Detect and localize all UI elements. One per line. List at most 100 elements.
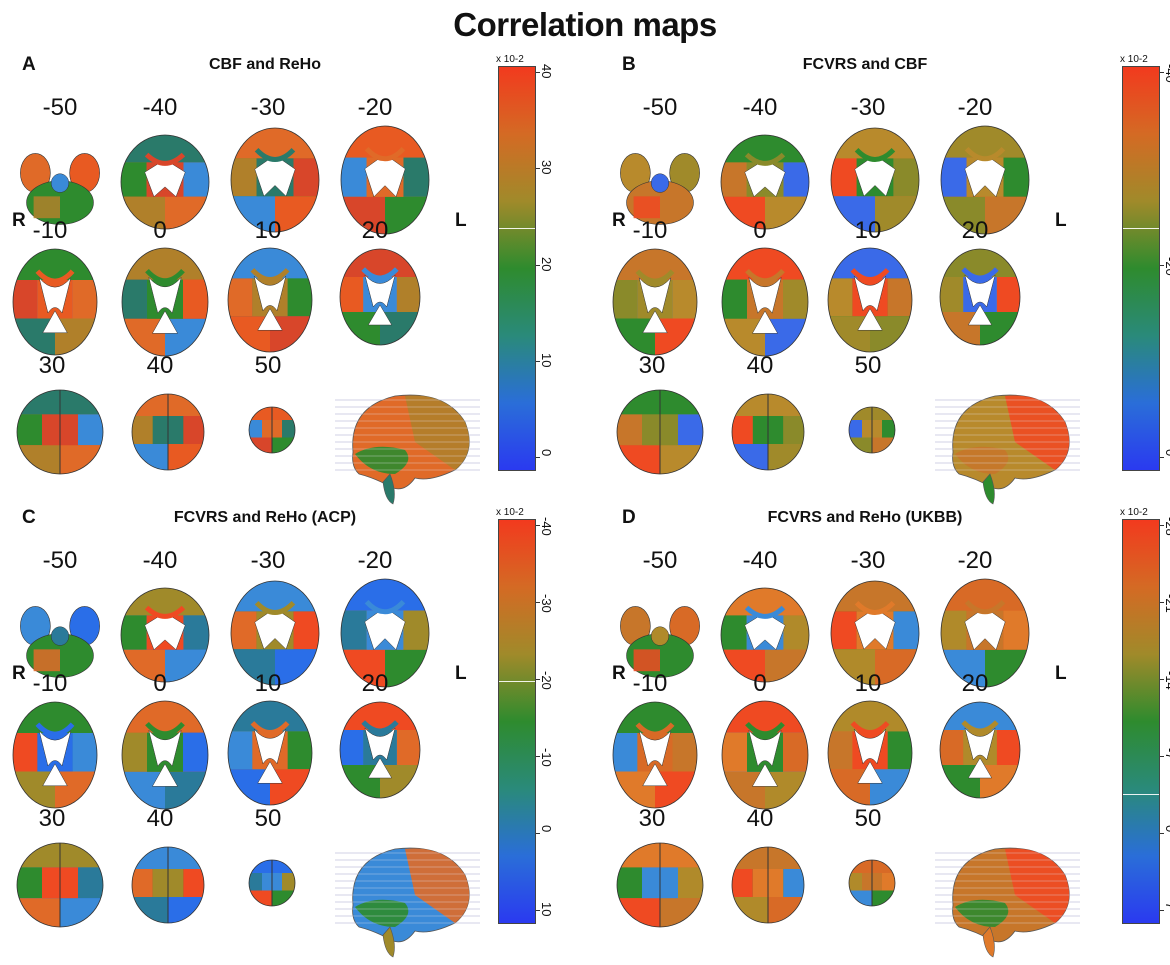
brain-region <box>13 280 38 319</box>
ventricle <box>38 730 72 767</box>
brain-region <box>183 615 209 650</box>
colorbar-tick-label: 40 <box>539 64 554 79</box>
white-matter-tract <box>250 268 290 282</box>
colorbar-tick-mark <box>536 264 540 266</box>
panel-d: D FCVRS and ReHo (UKBB) R L -50 -40 -30 -20 -10 0… <box>600 505 1170 965</box>
axial-brain-slice <box>339 701 421 799</box>
slice-coordinate-label: 20 <box>361 670 389 697</box>
brain-3d-region <box>955 446 1009 474</box>
brain-region <box>50 626 70 646</box>
panel-letter: C <box>22 507 36 528</box>
colorbar-tick-label: -7 <box>1163 748 1170 760</box>
brain-region <box>617 867 642 899</box>
brain-outline <box>12 248 98 356</box>
brain-region <box>783 416 804 444</box>
colorbar-tick-label: 30 <box>539 160 554 175</box>
axial-brain-slice <box>20 153 100 225</box>
midline <box>167 394 169 470</box>
ventricle <box>364 727 396 761</box>
brain-3d-region <box>355 446 409 474</box>
white-matter-tract <box>744 152 786 166</box>
brain-region <box>50 173 70 193</box>
ventricle <box>38 277 72 314</box>
colorbar-tick-label: 0 <box>1163 825 1170 832</box>
slice-coordinate-label: 0 <box>153 670 167 697</box>
brain-region <box>60 445 103 474</box>
brain-region <box>617 414 642 446</box>
brain-outline <box>227 700 313 806</box>
axial-brain-slice <box>940 125 1030 235</box>
midline <box>167 847 169 923</box>
brain-region <box>78 414 103 446</box>
colorbar-tick-mark <box>536 457 540 458</box>
axial-brain-slice <box>720 587 810 683</box>
brain-region <box>783 279 808 319</box>
ventricle <box>967 757 993 779</box>
slice-coordinate-label: 10 <box>254 670 282 697</box>
slice-coordinate-label: -20 <box>357 94 393 121</box>
brain-region <box>132 869 153 897</box>
axial-brain-slice <box>848 859 896 907</box>
brain-region <box>231 158 257 197</box>
brain-region <box>1003 157 1029 197</box>
slice-coordinate-label: -20 <box>957 94 993 121</box>
slice-coordinate-label: 30 <box>38 352 66 379</box>
brain-region <box>13 733 38 772</box>
white-matter-tract <box>144 605 186 619</box>
brain-region <box>732 416 753 444</box>
page-title: Correlation maps <box>453 6 717 43</box>
brain-region <box>403 610 429 650</box>
colorbar-tick-mark <box>536 756 540 757</box>
axial-brain-slice <box>230 580 320 686</box>
slice-coordinate-label: -30 <box>850 94 886 121</box>
brain-region <box>121 588 209 616</box>
brain-region <box>33 196 60 219</box>
colorbar <box>1122 519 1160 924</box>
slice-coordinate-label: -10 <box>632 670 668 697</box>
colorbar-tick-label: -14 <box>1163 671 1170 690</box>
brain-3d-render <box>935 394 1080 505</box>
white-matter-tract <box>364 146 406 162</box>
axial-brain-slice <box>612 248 698 356</box>
axial-brain-slice <box>620 606 700 678</box>
brain-region <box>13 702 97 733</box>
brain-outline <box>131 846 205 924</box>
colorbar <box>498 519 536 924</box>
colorbar-tick-mark <box>536 360 540 362</box>
axial-brain-slice <box>616 842 704 928</box>
midline <box>659 843 661 927</box>
slice-coordinate-label: 40 <box>146 805 174 832</box>
ventricle <box>151 763 179 787</box>
panel-title: FCVRS and ReHo (ACP) <box>173 509 357 526</box>
axial-brain-slice <box>720 134 810 230</box>
brain-region <box>132 416 153 444</box>
brain-region <box>941 579 1029 611</box>
slice-coordinate-label: 50 <box>254 805 282 832</box>
colorbar-tick-label: -20 <box>539 671 554 690</box>
brain-region <box>783 162 809 197</box>
brain-region <box>1003 610 1029 650</box>
colorbar-tick-label: -30 <box>539 594 554 613</box>
panel-letter: A <box>22 54 36 75</box>
white-matter-tract <box>745 268 785 284</box>
brain-region <box>633 196 660 219</box>
slice-coordinate-label: -10 <box>632 217 668 244</box>
brain-region <box>121 162 147 197</box>
axial-brain-slice <box>721 700 809 810</box>
panel-letter: D <box>622 507 636 528</box>
brain-region <box>650 626 670 646</box>
ventricle <box>857 761 883 784</box>
colorbar-unit-label: x 10-2 <box>1120 54 1148 65</box>
slice-coordinate-label: -10 <box>32 670 68 697</box>
brain-region <box>678 867 703 899</box>
brain-region <box>231 128 319 159</box>
slice-coordinate-label: 40 <box>146 352 174 379</box>
brain-region <box>721 135 809 163</box>
panel-title: FCVRS and ReHo (UKBB) <box>767 509 963 526</box>
brain-region <box>828 731 853 770</box>
white-matter-tract <box>35 269 75 284</box>
brain-region <box>849 420 862 438</box>
axial-brain-slice <box>131 846 205 924</box>
slice-coordinate-label: -30 <box>250 94 286 121</box>
brain-outline <box>939 701 1021 799</box>
